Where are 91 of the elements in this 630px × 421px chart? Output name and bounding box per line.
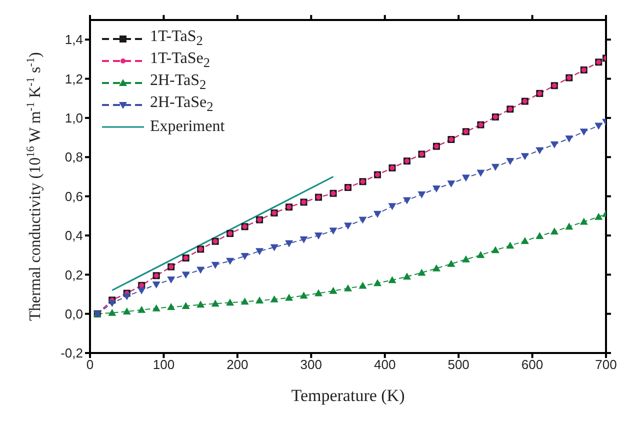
- point: [285, 240, 294, 248]
- point: [240, 298, 249, 305]
- point: [226, 258, 234, 265]
- y-tick-label: 0,0: [64, 306, 83, 322]
- point: [432, 185, 440, 192]
- point: [167, 302, 176, 310]
- point: [580, 218, 588, 225]
- point: [240, 253, 249, 260]
- point: [491, 246, 500, 254]
- point: [402, 197, 411, 204]
- y-tick-label: 1,2: [64, 71, 83, 86]
- point: [182, 302, 190, 309]
- y-tick-label: -0,2: [60, 346, 83, 361]
- point: [476, 170, 485, 177]
- point: [108, 308, 116, 316]
- y-tick-label: 0,8: [64, 150, 83, 165]
- x-tick-label: 500: [448, 357, 470, 372]
- y-tick-label: 0,2: [64, 267, 83, 282]
- point: [108, 300, 116, 308]
- point: [432, 264, 440, 272]
- point: [402, 272, 411, 280]
- point: [373, 279, 382, 286]
- point: [344, 222, 352, 230]
- y-tick-label: 1,0: [64, 110, 83, 126]
- point: [300, 292, 308, 299]
- point: [329, 286, 338, 294]
- point: [580, 128, 588, 136]
- point: [211, 300, 220, 307]
- point: [476, 251, 485, 258]
- point: [536, 232, 544, 240]
- x-axis-title: Temperature (K): [291, 386, 405, 405]
- legend-label: 1T-TaS$_{2}$: [150, 28, 203, 48]
- point: [388, 276, 396, 284]
- point: [550, 141, 558, 148]
- legend-label: 2H-TaS$_{2}$: [150, 72, 206, 92]
- point: [152, 304, 160, 312]
- point: [256, 248, 264, 256]
- point: [358, 282, 367, 289]
- point: [536, 147, 544, 154]
- x-tick-label: 0: [86, 357, 94, 372]
- point: [462, 174, 470, 182]
- point: [196, 300, 205, 308]
- point: [285, 294, 294, 301]
- point: [373, 210, 382, 218]
- point: [506, 242, 514, 249]
- point: [138, 306, 146, 313]
- point: [300, 236, 308, 244]
- point: [594, 212, 603, 220]
- point: [270, 244, 278, 252]
- point: [211, 262, 220, 269]
- point: [447, 260, 456, 267]
- point: [594, 122, 603, 130]
- point: [565, 136, 574, 143]
- x-tick-label: 300: [300, 357, 322, 372]
- point: [270, 295, 278, 302]
- point: [182, 272, 190, 279]
- legend-label: 1T-TaSe$_{2}$: [150, 50, 210, 70]
- point: [122, 293, 131, 300]
- y-tick-label: 0,6: [64, 188, 83, 204]
- x-tick-label: 600: [521, 357, 544, 372]
- point: [329, 228, 338, 235]
- point: [314, 289, 323, 296]
- point: [314, 232, 323, 240]
- point: [550, 228, 558, 235]
- point: [418, 191, 426, 198]
- x-tick-label: 100: [152, 357, 175, 372]
- legend-label: Experiment: [150, 117, 225, 137]
- point: [256, 296, 264, 304]
- point: [565, 222, 574, 230]
- point: [520, 153, 529, 160]
- point: [491, 164, 500, 171]
- y-tick-label: 1,4: [64, 32, 83, 48]
- point: [196, 266, 205, 274]
- point: [358, 216, 367, 224]
- legend-label: 2H-TaSe$_{2}$: [150, 92, 214, 116]
- point: [226, 298, 234, 306]
- point: [152, 281, 160, 288]
- x-tick-label: 700: [595, 357, 617, 372]
- point: [520, 236, 529, 244]
- point: [506, 158, 514, 166]
- x-tick-label: 200: [226, 357, 248, 372]
- point: [418, 268, 426, 276]
- point: [122, 307, 131, 314]
- y-tick-label: 0,4: [64, 228, 83, 244]
- point: [388, 203, 396, 210]
- point: [167, 276, 176, 284]
- point: [462, 255, 470, 262]
- point: [344, 284, 352, 292]
- point: [447, 180, 456, 188]
- x-tick-label: 400: [374, 357, 396, 372]
- point: [138, 287, 146, 294]
